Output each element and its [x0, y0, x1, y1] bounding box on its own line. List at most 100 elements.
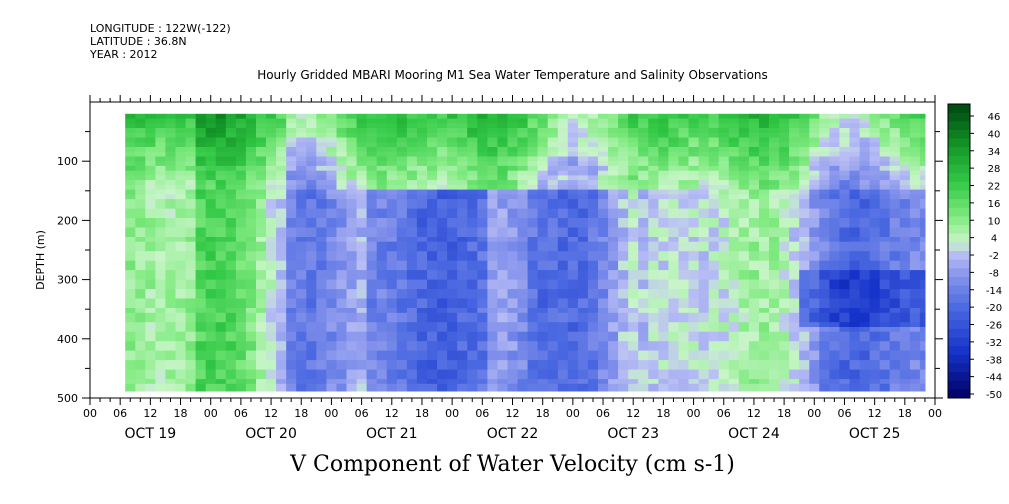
heatmap-cell — [879, 222, 891, 229]
heatmap-cell — [648, 118, 659, 124]
heatmap-cell — [688, 180, 700, 186]
heatmap-cell — [909, 137, 921, 143]
heatmap-cell — [215, 355, 227, 361]
heatmap-cell — [859, 369, 871, 375]
heatmap-cell — [286, 331, 297, 337]
heatmap-cell — [728, 222, 740, 229]
heatmap-cell — [245, 265, 257, 271]
heatmap-cell — [316, 336, 327, 342]
heatmap-cell — [608, 317, 619, 323]
heatmap-cell — [527, 170, 539, 176]
heatmap-cell — [306, 289, 317, 295]
heatmap-cell — [467, 312, 478, 319]
heatmap-cell — [819, 265, 830, 271]
heatmap-cell — [879, 227, 891, 233]
heatmap-cell — [447, 237, 458, 243]
heatmap-cell — [537, 374, 549, 380]
heatmap-cell — [175, 284, 187, 290]
heatmap-cell — [829, 255, 841, 262]
heatmap-cell — [879, 151, 891, 157]
heatmap-cell — [145, 374, 156, 380]
heatmap-cell — [155, 246, 167, 252]
heatmap-cell — [165, 350, 177, 356]
heatmap-cell — [557, 265, 569, 271]
heatmap-cell — [859, 213, 871, 219]
heatmap-cell — [567, 170, 579, 176]
heatmap-cell — [638, 379, 649, 385]
heatmap-cell — [557, 218, 569, 224]
heatmap-cell — [879, 123, 891, 129]
heatmap-cell — [366, 331, 378, 337]
heatmap-cell — [809, 331, 820, 337]
heatmap-cell — [386, 360, 398, 366]
heatmap-cell — [899, 293, 911, 300]
y-tick-label: 200 — [57, 214, 78, 227]
heatmap-cell — [396, 331, 408, 337]
heatmap-cell — [819, 184, 830, 191]
heatmap-cell — [497, 194, 509, 200]
heatmap-cell — [608, 132, 619, 139]
heatmap-cell — [789, 142, 800, 148]
heatmap-cell — [155, 218, 167, 224]
heatmap-cell — [276, 137, 287, 143]
heatmap-cell — [557, 213, 569, 219]
heatmap-cell — [447, 383, 458, 390]
heatmap-cell — [648, 312, 659, 319]
heatmap-cell — [517, 289, 529, 295]
heatmap-cell — [517, 317, 529, 323]
heatmap-cell — [819, 241, 830, 247]
heatmap-cell — [909, 284, 921, 290]
heatmap-cell — [346, 170, 358, 176]
heatmap-cell — [135, 331, 146, 337]
heatmap-cell — [155, 199, 167, 205]
heatmap-cell — [547, 331, 559, 337]
heatmap-cell — [718, 132, 730, 139]
heatmap-cell — [658, 355, 670, 361]
heatmap-cell — [547, 336, 559, 342]
heatmap-cell — [779, 274, 790, 281]
heatmap-cell — [406, 374, 418, 380]
heatmap-cell — [618, 312, 629, 319]
heatmap-cell — [165, 147, 177, 153]
heatmap-cell — [598, 308, 609, 314]
heatmap-cell — [487, 156, 499, 162]
heatmap-cell — [799, 175, 810, 181]
heatmap-cell — [728, 374, 740, 380]
heatmap-cell — [748, 123, 760, 129]
heatmap-cell — [779, 317, 790, 323]
heatmap-cell — [547, 132, 559, 139]
heatmap-cell — [447, 246, 458, 252]
heatmap-cell — [416, 279, 428, 285]
heatmap-cell — [537, 331, 549, 337]
heatmap-cell — [437, 322, 448, 328]
heatmap-cell — [738, 388, 750, 392]
heatmap-cell — [356, 350, 368, 356]
heatmap-cell — [487, 151, 499, 157]
heatmap-cell — [869, 208, 881, 214]
heatmap-cell — [135, 151, 146, 157]
heatmap-cell — [748, 184, 760, 191]
heatmap-cell — [145, 279, 156, 285]
heatmap-cell — [437, 388, 448, 392]
heatmap-cell — [245, 260, 257, 266]
heatmap-cell — [507, 142, 519, 148]
heatmap-cell — [215, 227, 227, 233]
heatmap-cell — [487, 142, 499, 148]
heatmap-cell — [839, 222, 851, 229]
heatmap-cell — [658, 237, 670, 243]
heatmap-cell — [235, 345, 247, 352]
heatmap-cell — [859, 175, 871, 181]
heatmap-cell — [708, 137, 720, 143]
heatmap-cell — [779, 383, 790, 390]
heatmap-cell — [628, 265, 639, 271]
heatmap-cell — [175, 379, 187, 385]
heatmap-cell — [839, 165, 851, 172]
heatmap-cell — [527, 303, 539, 309]
heatmap-cell — [809, 156, 820, 162]
y-tick-label: 500 — [57, 392, 78, 405]
heatmap-cell — [346, 345, 358, 352]
heatmap-cell — [698, 222, 710, 229]
heatmap-cell — [276, 369, 287, 375]
heatmap-cell — [557, 156, 569, 162]
heatmap-cell — [859, 255, 871, 262]
